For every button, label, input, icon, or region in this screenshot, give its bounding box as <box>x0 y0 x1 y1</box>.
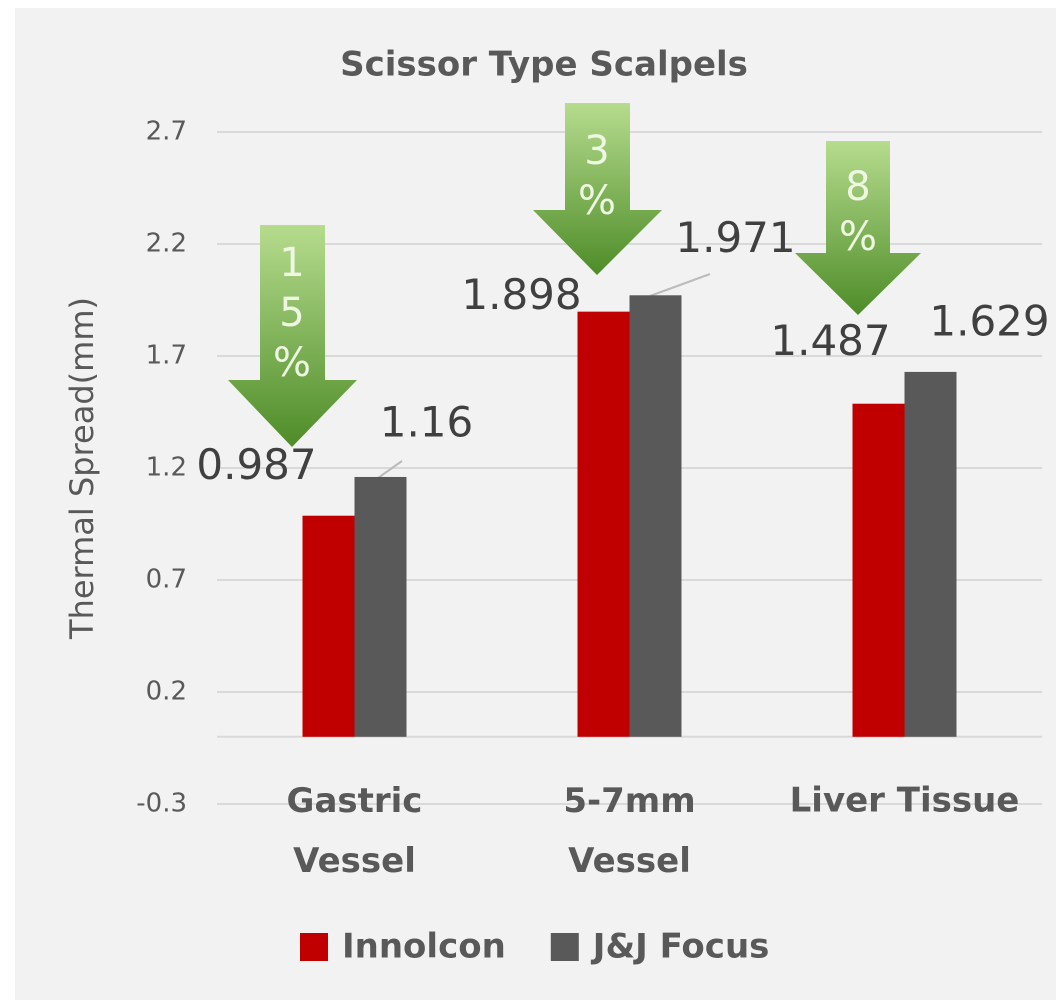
bar <box>629 295 682 737</box>
y-tick-label: 0.7 <box>146 565 187 595</box>
data-label: 0.987 <box>196 440 316 489</box>
y-tick-label: 2.7 <box>146 117 187 147</box>
x-tick-label: Liver Tissue <box>790 781 1020 821</box>
y-tick-label: 2.2 <box>146 229 187 259</box>
data-label: 1.487 <box>770 316 890 365</box>
legend-swatch <box>550 933 579 961</box>
x-tick-label: 5-7mm Vessel <box>563 781 695 881</box>
bar <box>904 371 957 737</box>
legend-label: J&J Focus <box>591 927 770 967</box>
annotation: 15% <box>269 240 315 390</box>
y-tick-label: 0.2 <box>146 677 187 707</box>
bar <box>302 515 355 737</box>
annotation: 3% <box>574 128 620 228</box>
y-tick-label: 1.7 <box>146 341 187 371</box>
bar <box>852 403 905 737</box>
data-label: 1.629 <box>929 296 1049 345</box>
y-tick-label: 1.2 <box>146 453 187 483</box>
legend-swatch <box>300 933 328 961</box>
data-label: 1.971 <box>675 213 795 262</box>
legend-label: Innolcon <box>342 927 506 967</box>
bar <box>354 476 407 737</box>
chart-title: Scissor Type Scalpels <box>340 45 748 85</box>
y-tick-label: -0.3 <box>136 789 187 819</box>
x-tick-label: Gastric Vessel <box>287 781 423 881</box>
leader-line <box>377 460 403 479</box>
y-axis-label: Thermal Spread(mm) <box>63 297 101 640</box>
arrow <box>795 141 921 315</box>
arrow <box>533 103 662 275</box>
bar <box>577 311 630 737</box>
arrow <box>228 225 357 447</box>
data-label: 1.898 <box>461 270 581 319</box>
leader-line <box>649 273 711 297</box>
annotation: 8% <box>835 164 881 264</box>
data-label: 1.16 <box>380 397 474 446</box>
